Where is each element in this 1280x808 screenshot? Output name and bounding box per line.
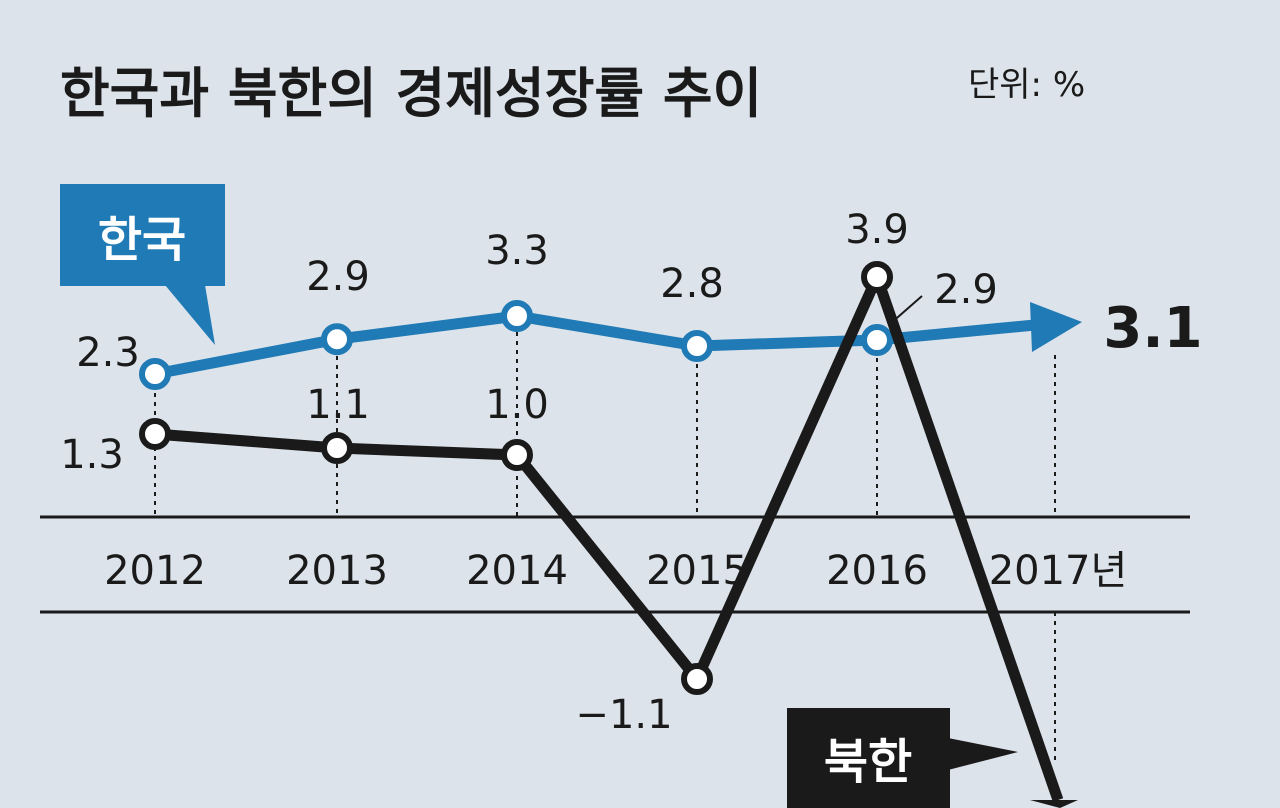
korea-data-label: 3.1: [1103, 296, 1202, 361]
north-legend-box: [787, 708, 950, 808]
north-point: [321, 432, 353, 464]
x-tick-label: 2014: [466, 548, 568, 594]
north-data-label: 1.1: [306, 382, 370, 428]
korea-point: [681, 330, 713, 362]
north-point: [139, 418, 171, 450]
korea-point: [861, 324, 893, 356]
north-arrowhead: [1030, 800, 1078, 808]
north-data-label: 3.9: [845, 207, 909, 253]
korea-data-label: 2.9: [306, 254, 370, 300]
x-tick-label: 2013: [286, 548, 388, 594]
korea-legend-pointer: [165, 285, 215, 345]
korea-label-leader: [889, 295, 923, 325]
north-series-line: [154, 262, 1064, 802]
north-point: [861, 261, 893, 293]
x-tick-label: 2017년: [989, 548, 1128, 594]
x-tick-label: 2012: [104, 548, 206, 594]
korea-data-label: 2.8: [660, 261, 724, 307]
korea-point: [139, 358, 171, 390]
unit-label: 단위: %: [968, 65, 1085, 105]
korea-data-label: 2.3: [76, 330, 140, 376]
north-data-label: −1.1: [575, 692, 672, 738]
north-data-label: 1.3: [60, 432, 124, 478]
korea-point: [501, 300, 533, 332]
x-tick-label: 2016: [826, 548, 928, 594]
north-data-label: 1.0: [485, 382, 549, 428]
korea-legend-label: 한국: [98, 212, 186, 268]
x-tick-label: 2015: [646, 548, 748, 594]
north-point: [501, 439, 533, 471]
north-legend-pointer: [948, 738, 1018, 770]
north-point: [681, 663, 713, 695]
korea-point: [321, 323, 353, 356]
korea-data-label: 2.9: [934, 267, 998, 313]
korea-legend-box: [60, 184, 225, 286]
korea-data-label: 3.3: [485, 228, 549, 274]
north-legend-label: 북한: [824, 734, 912, 790]
chart-title: 한국과 북한의 경제성장률 추이: [60, 62, 762, 125]
korea-arrowhead: [1030, 302, 1082, 352]
